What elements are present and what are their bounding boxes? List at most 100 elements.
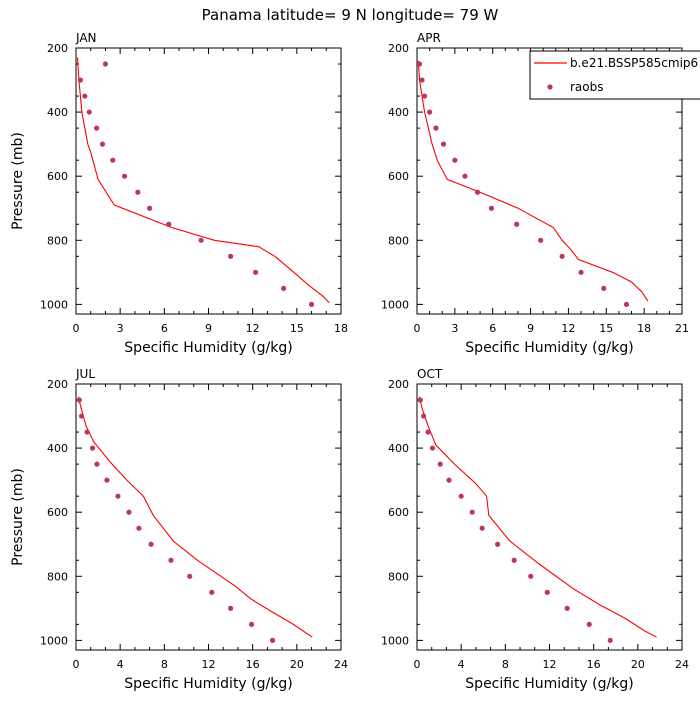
x-axis-label: Specific Humidity (g/kg) — [465, 676, 633, 692]
series-group — [417, 396, 657, 643]
raobs-point — [126, 509, 132, 515]
y-tick-label: 600 — [47, 170, 68, 183]
x-tick-label: 3 — [451, 322, 458, 335]
x-tick-label: 12 — [246, 322, 260, 335]
raobs-point — [440, 141, 447, 147]
x-axis-label: Specific Humidity (g/kg) — [124, 340, 292, 356]
raobs-point — [248, 621, 255, 627]
raobs-point — [77, 77, 84, 83]
raobs-point — [452, 157, 458, 163]
x-tick-label: 6 — [489, 322, 496, 335]
x-tick-label: 20 — [631, 658, 645, 671]
raobs-point — [417, 397, 423, 403]
raobs-point — [479, 525, 485, 531]
x-tick-label: 4 — [458, 658, 465, 671]
raobs-point — [148, 541, 154, 547]
raobs-point — [419, 77, 425, 83]
raobs-point — [94, 125, 100, 131]
raobs-point — [168, 557, 174, 563]
y-tick-label: 1000 — [40, 298, 68, 311]
raobs-point — [104, 477, 110, 483]
plot-frame — [75, 47, 342, 315]
raobs-point — [84, 429, 90, 435]
raobs-point — [115, 493, 121, 499]
y-tick-label: 1000 — [381, 298, 409, 311]
raobs-point — [417, 61, 423, 67]
raobs-point — [488, 205, 495, 211]
raobs-point — [76, 397, 82, 403]
raobs-point — [458, 493, 464, 499]
x-tick-label: 0 — [414, 322, 421, 335]
raobs-point — [227, 253, 234, 259]
raobs-point — [94, 461, 100, 467]
series-group — [76, 396, 313, 643]
raobs-point — [564, 605, 570, 611]
raobs-point — [578, 269, 584, 275]
figure-title: Panama latitude= 9 N longitude= 79 W — [202, 6, 499, 24]
raobs-point — [135, 189, 141, 195]
plot-frame — [75, 383, 342, 651]
panel-apr: APR 0 3 6 9 12 15 18 21 200 400 600 800 1000 Specific … — [381, 31, 689, 356]
panel-title: JUL — [75, 367, 95, 381]
raobs-point — [147, 205, 153, 211]
x-tick-label: 18 — [637, 322, 651, 335]
raobs-point — [433, 125, 439, 131]
series-group — [76, 57, 330, 307]
y-tick-label: 200 — [47, 42, 68, 55]
raobs-point — [623, 301, 630, 307]
raobs-point — [474, 189, 481, 195]
raobs-point — [253, 269, 259, 275]
y-tick-label: 1000 — [40, 634, 68, 647]
panel-title: APR — [417, 31, 441, 45]
x-tick-label: 20 — [290, 658, 304, 671]
y-tick-label: 400 — [47, 106, 68, 119]
raobs-point — [136, 525, 142, 531]
raobs-point — [538, 237, 544, 243]
y-tick-label: 200 — [47, 378, 68, 391]
raobs-point — [209, 589, 215, 595]
x-tick-label: 0 — [73, 658, 80, 671]
y-tick-label: 600 — [388, 170, 409, 183]
x-tick-label: 12 — [543, 658, 557, 671]
x-tick-label: 6 — [161, 322, 168, 335]
plot-frame — [416, 47, 683, 315]
raobs-point — [78, 413, 85, 419]
raobs-point — [544, 589, 550, 595]
y-tick-label: 400 — [388, 442, 409, 455]
raobs-point — [429, 445, 436, 451]
y-tick-label: 200 — [388, 42, 409, 55]
raobs-point — [421, 93, 428, 99]
raobs-point — [559, 253, 565, 259]
legend-label-obs: raobs — [570, 80, 604, 94]
raobs-point — [187, 573, 193, 579]
x-axis-label: Specific Humidity (g/kg) — [465, 340, 633, 356]
raobs-point — [99, 141, 106, 147]
y-tick-label: 800 — [47, 570, 68, 583]
x-tick-label: 15 — [599, 322, 613, 335]
y-axis-label: Pressure (mb) — [10, 132, 26, 230]
raobs-point — [425, 429, 431, 435]
panel-jan: JAN 0 3 6 9 12 15 18 200 400 600 800 1000 Specific Hu… — [10, 31, 348, 356]
panel-title: JAN — [75, 31, 97, 45]
panel-oct: OCT 0 4 8 12 16 20 24 200 400 600 800 1000 Specific H… — [381, 367, 689, 692]
model-line — [418, 396, 657, 638]
x-tick-label: 12 — [561, 322, 575, 335]
x-tick-label: 16 — [587, 658, 601, 671]
raobs-point — [102, 61, 109, 67]
raobs-point — [462, 173, 468, 179]
x-tick-label: 4 — [117, 658, 124, 671]
x-tick-label: 15 — [290, 322, 304, 335]
x-tick-label: 0 — [414, 658, 421, 671]
raobs-point — [280, 285, 287, 291]
x-tick-label: 16 — [246, 658, 260, 671]
y-tick-label: 800 — [388, 234, 409, 247]
y-tick-label: 600 — [388, 506, 409, 519]
model-line — [417, 60, 649, 302]
raobs-point — [86, 109, 92, 115]
y-tick-label: 600 — [47, 506, 68, 519]
x-tick-label: 24 — [675, 658, 689, 671]
raobs-point — [528, 573, 534, 579]
x-tick-label: 18 — [334, 322, 348, 335]
y-tick-label: 200 — [388, 378, 409, 391]
